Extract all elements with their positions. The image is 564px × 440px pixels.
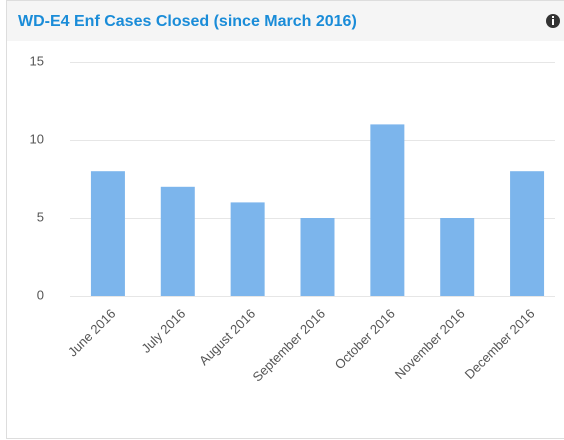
y-tick-label: 15 [30, 53, 44, 68]
panel-header [7, 1, 564, 41]
bar [440, 218, 475, 296]
bar [370, 124, 405, 297]
y-tick-label: 10 [30, 131, 44, 146]
bar [230, 202, 265, 296]
y-tick-label: 0 [37, 287, 44, 302]
info-icon-dot[interactable] [552, 16, 554, 18]
y-tick-label: 5 [37, 209, 44, 224]
bar [300, 218, 335, 296]
info-icon-stem[interactable] [552, 19, 554, 25]
bar [510, 171, 545, 296]
chart-title: WD-E4 Enf Cases Closed (since March 2016… [18, 13, 357, 30]
bar [90, 171, 125, 296]
info-icon[interactable] [546, 14, 560, 28]
bar [160, 186, 195, 296]
